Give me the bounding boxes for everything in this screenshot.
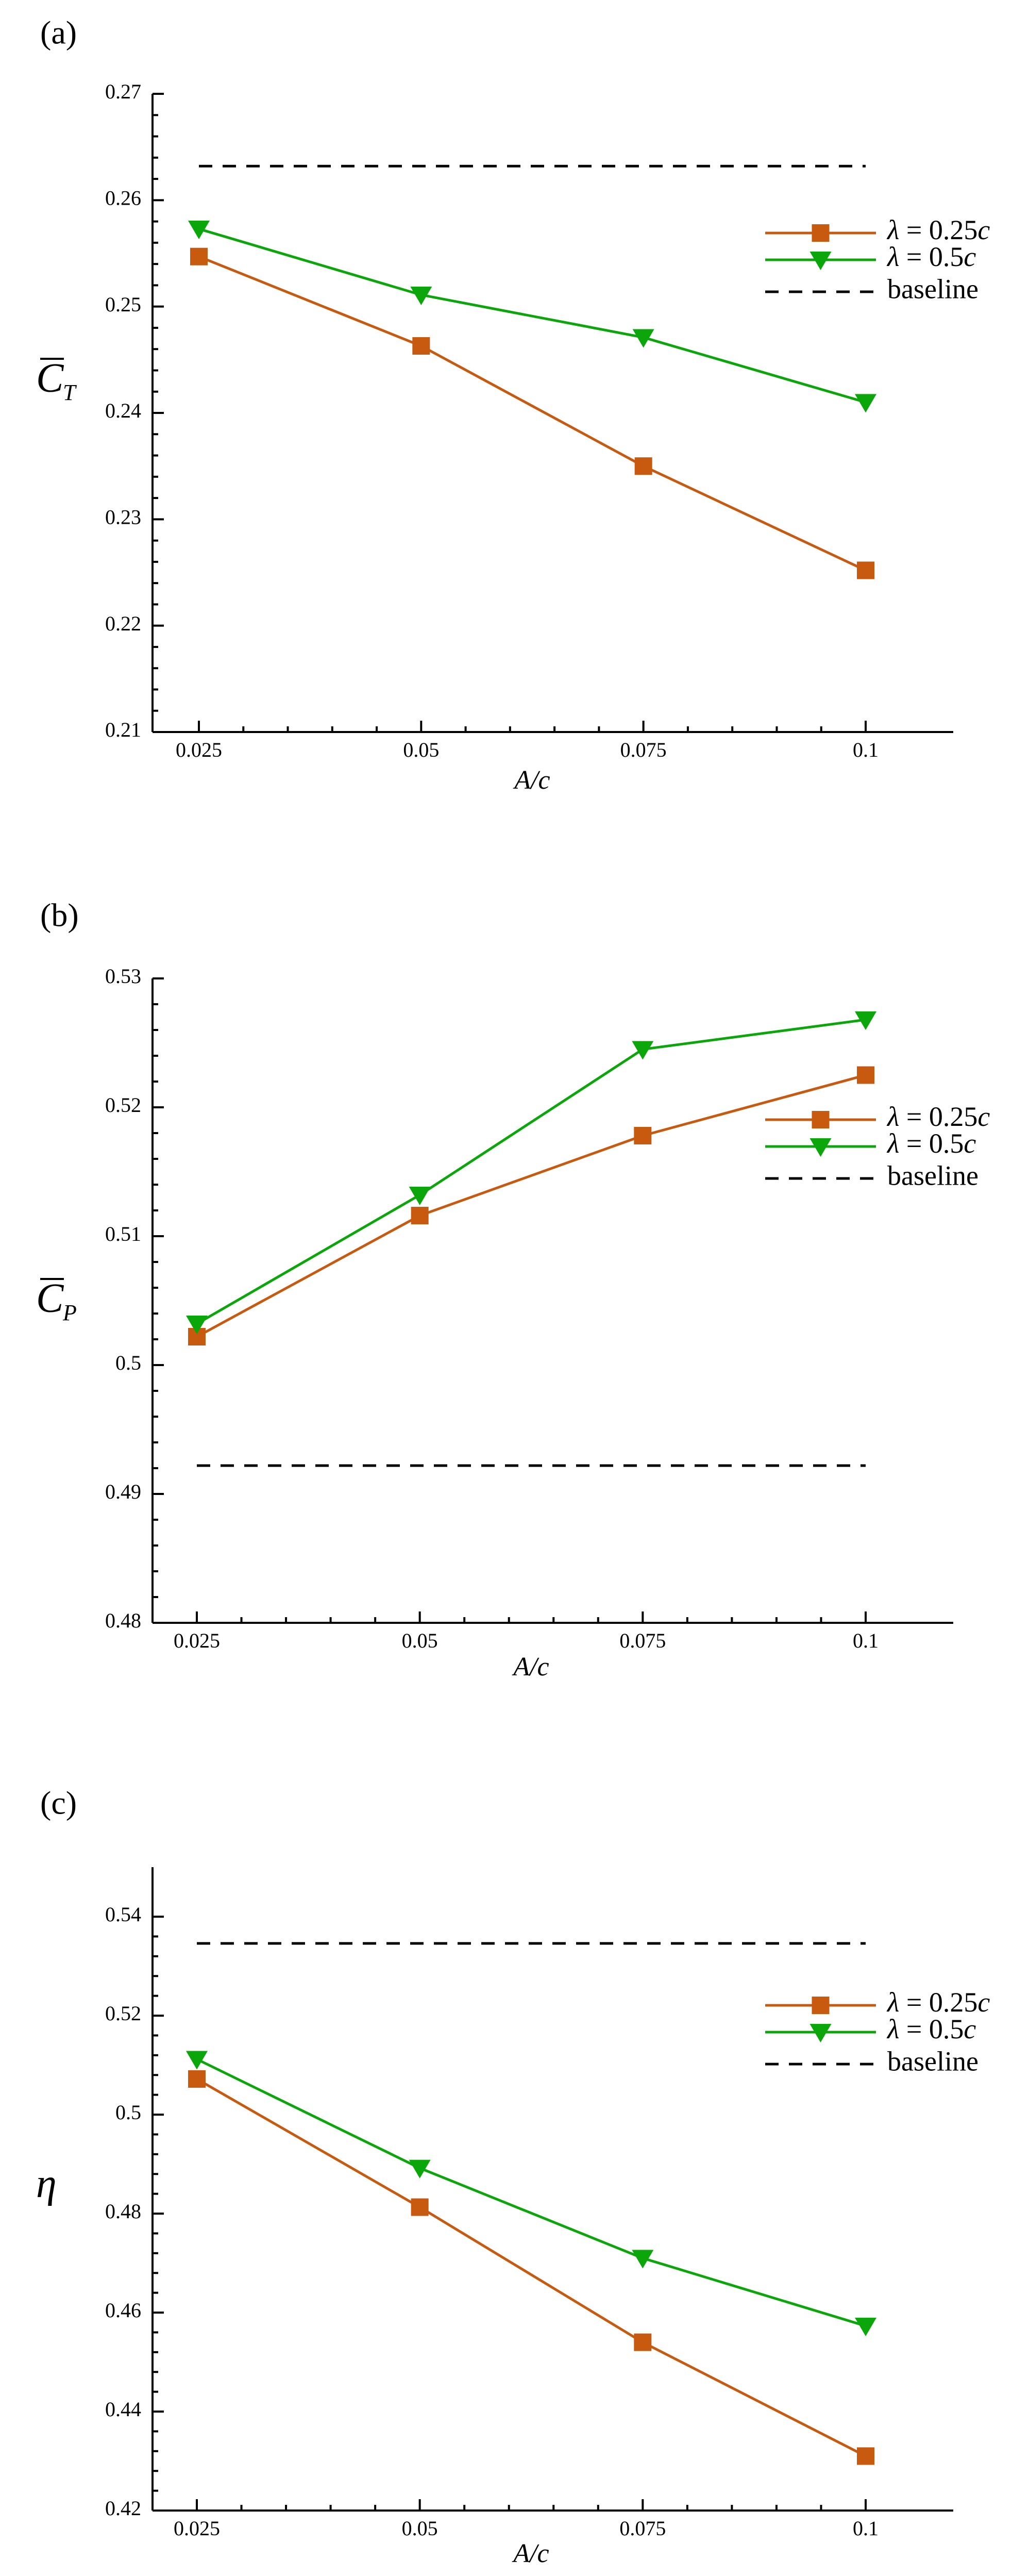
y-axis-label: C (36, 356, 64, 401)
x-axis-label: A/c (512, 1652, 549, 1682)
series-2-point (855, 1011, 876, 1030)
panel-label: (c) (40, 1785, 77, 1821)
y-tick-label: 0.27 (105, 80, 141, 103)
x-tick-label: 0.05 (403, 738, 439, 761)
chart-panel-3: (c) 0.42 0.44 0.46 0.48 0.5 0.52 0.54 0.025 0.05 0… (36, 1785, 990, 2568)
panel-label: (b) (40, 897, 79, 934)
legend-marker-triangle (809, 1138, 832, 1157)
series-2-point (855, 2317, 876, 2336)
chart-panel-1: (a) 0.21 0.22 0.23 0.24 0.25 0.26 0.27 0.025 0.05… (36, 14, 990, 795)
series-2-point (188, 221, 210, 240)
x-tick-label: 0.025 (174, 1629, 220, 1652)
y-tick-label: 0.5 (115, 2101, 141, 2124)
legend-label-series-1: λ = 0.25c (886, 1987, 990, 2018)
x-tick-label: 0.1 (853, 2517, 879, 2540)
y-tick-label: 0.52 (105, 1093, 141, 1117)
series-2-point (632, 2250, 654, 2269)
y-tick-label: 0.23 (105, 506, 141, 529)
series-1-point (634, 457, 652, 475)
legend-label-baseline: baseline (887, 273, 979, 304)
series-2-point (410, 286, 432, 305)
series-1-point (188, 2070, 206, 2088)
series-1-point (857, 2447, 874, 2465)
y-tick-label: 0.24 (105, 399, 141, 422)
series-line-1 (196, 1074, 866, 1338)
legend-label-series-2: λ = 0.5c (886, 1128, 976, 1159)
x-tick-label: 0.025 (174, 2517, 220, 2540)
legend-label-baseline: baseline (887, 1160, 979, 1191)
legend-marker-square (812, 1111, 830, 1128)
y-tick-label: 0.51 (105, 1222, 141, 1245)
series-1-point (411, 2198, 429, 2216)
series-1-point (857, 561, 874, 579)
series-2-point (632, 329, 654, 348)
legend-label-series-2: λ = 0.5c (886, 241, 976, 272)
chart-panel-2: (b) 0.48 0.49 0.5 0.51 0.52 0.53 0.025 0.05 0.075… (36, 897, 990, 1682)
y-axis-label-subscript: T (63, 380, 77, 405)
panel-label: (a) (40, 14, 77, 51)
y-tick-label: 0.52 (105, 2002, 141, 2025)
x-tick-label: 0.1 (853, 738, 879, 761)
y-tick-label: 0.26 (105, 187, 141, 210)
legend-marker-square (812, 224, 830, 242)
series-2-point (186, 1316, 208, 1334)
legend-label-baseline: baseline (887, 2046, 979, 2076)
series-line-2 (198, 227, 866, 404)
series-line-1 (196, 2078, 867, 2457)
legend-label-series-2: λ = 0.5c (886, 2014, 976, 2045)
x-tick-label: 0.1 (853, 1629, 879, 1652)
y-tick-label: 0.53 (105, 965, 141, 988)
series-1-point (857, 1066, 874, 1084)
x-axis-label: A/c (512, 2539, 549, 2568)
x-tick-label: 0.05 (402, 1629, 438, 1652)
y-tick-label: 0.42 (105, 2497, 141, 2520)
y-axis-label-subscript: P (62, 1300, 77, 1325)
y-tick-label: 0.54 (105, 1903, 141, 1926)
y-tick-label: 0.48 (105, 2200, 141, 2223)
legend-marker-triangle (809, 252, 832, 270)
y-tick-label: 0.21 (105, 718, 141, 741)
x-tick-label: 0.075 (619, 1629, 666, 1652)
y-tick-label: 0.5 (115, 1351, 141, 1374)
y-tick-label: 0.44 (105, 2398, 141, 2421)
y-axis-label: C (36, 1276, 64, 1321)
series-1-point (190, 247, 208, 265)
legend-label-series-1: λ = 0.25c (886, 214, 990, 245)
x-tick-label: 0.075 (619, 2517, 666, 2540)
series-2-point (855, 394, 876, 413)
y-axis-label: η (36, 2161, 57, 2206)
series-line-2 (196, 1018, 866, 1325)
y-tick-label: 0.22 (105, 612, 141, 635)
series-1-point (634, 1127, 652, 1144)
y-tick-label: 0.46 (105, 2299, 141, 2322)
x-axis-label: A/c (513, 766, 550, 795)
series-line-1 (198, 255, 867, 572)
x-tick-label: 0.075 (620, 738, 667, 761)
y-tick-label: 0.48 (105, 1609, 141, 1632)
y-tick-label: 0.25 (105, 293, 141, 316)
legend-marker-triangle (809, 2024, 832, 2042)
x-tick-label: 0.05 (402, 2517, 438, 2540)
series-2-point (632, 1041, 654, 1060)
series-2-point (186, 2051, 208, 2070)
series-2-point (409, 1187, 431, 1205)
series-2-point (409, 2159, 431, 2179)
series-1-point (412, 337, 430, 355)
y-tick-label: 0.49 (105, 1480, 141, 1503)
series-1-point (634, 2333, 652, 2351)
series-1-point (411, 1207, 429, 1224)
legend-marker-square (812, 1997, 830, 2014)
legend-label-series-1: λ = 0.25c (886, 1101, 990, 1132)
series-line-2 (196, 2058, 866, 2328)
x-tick-label: 0.025 (176, 738, 222, 761)
